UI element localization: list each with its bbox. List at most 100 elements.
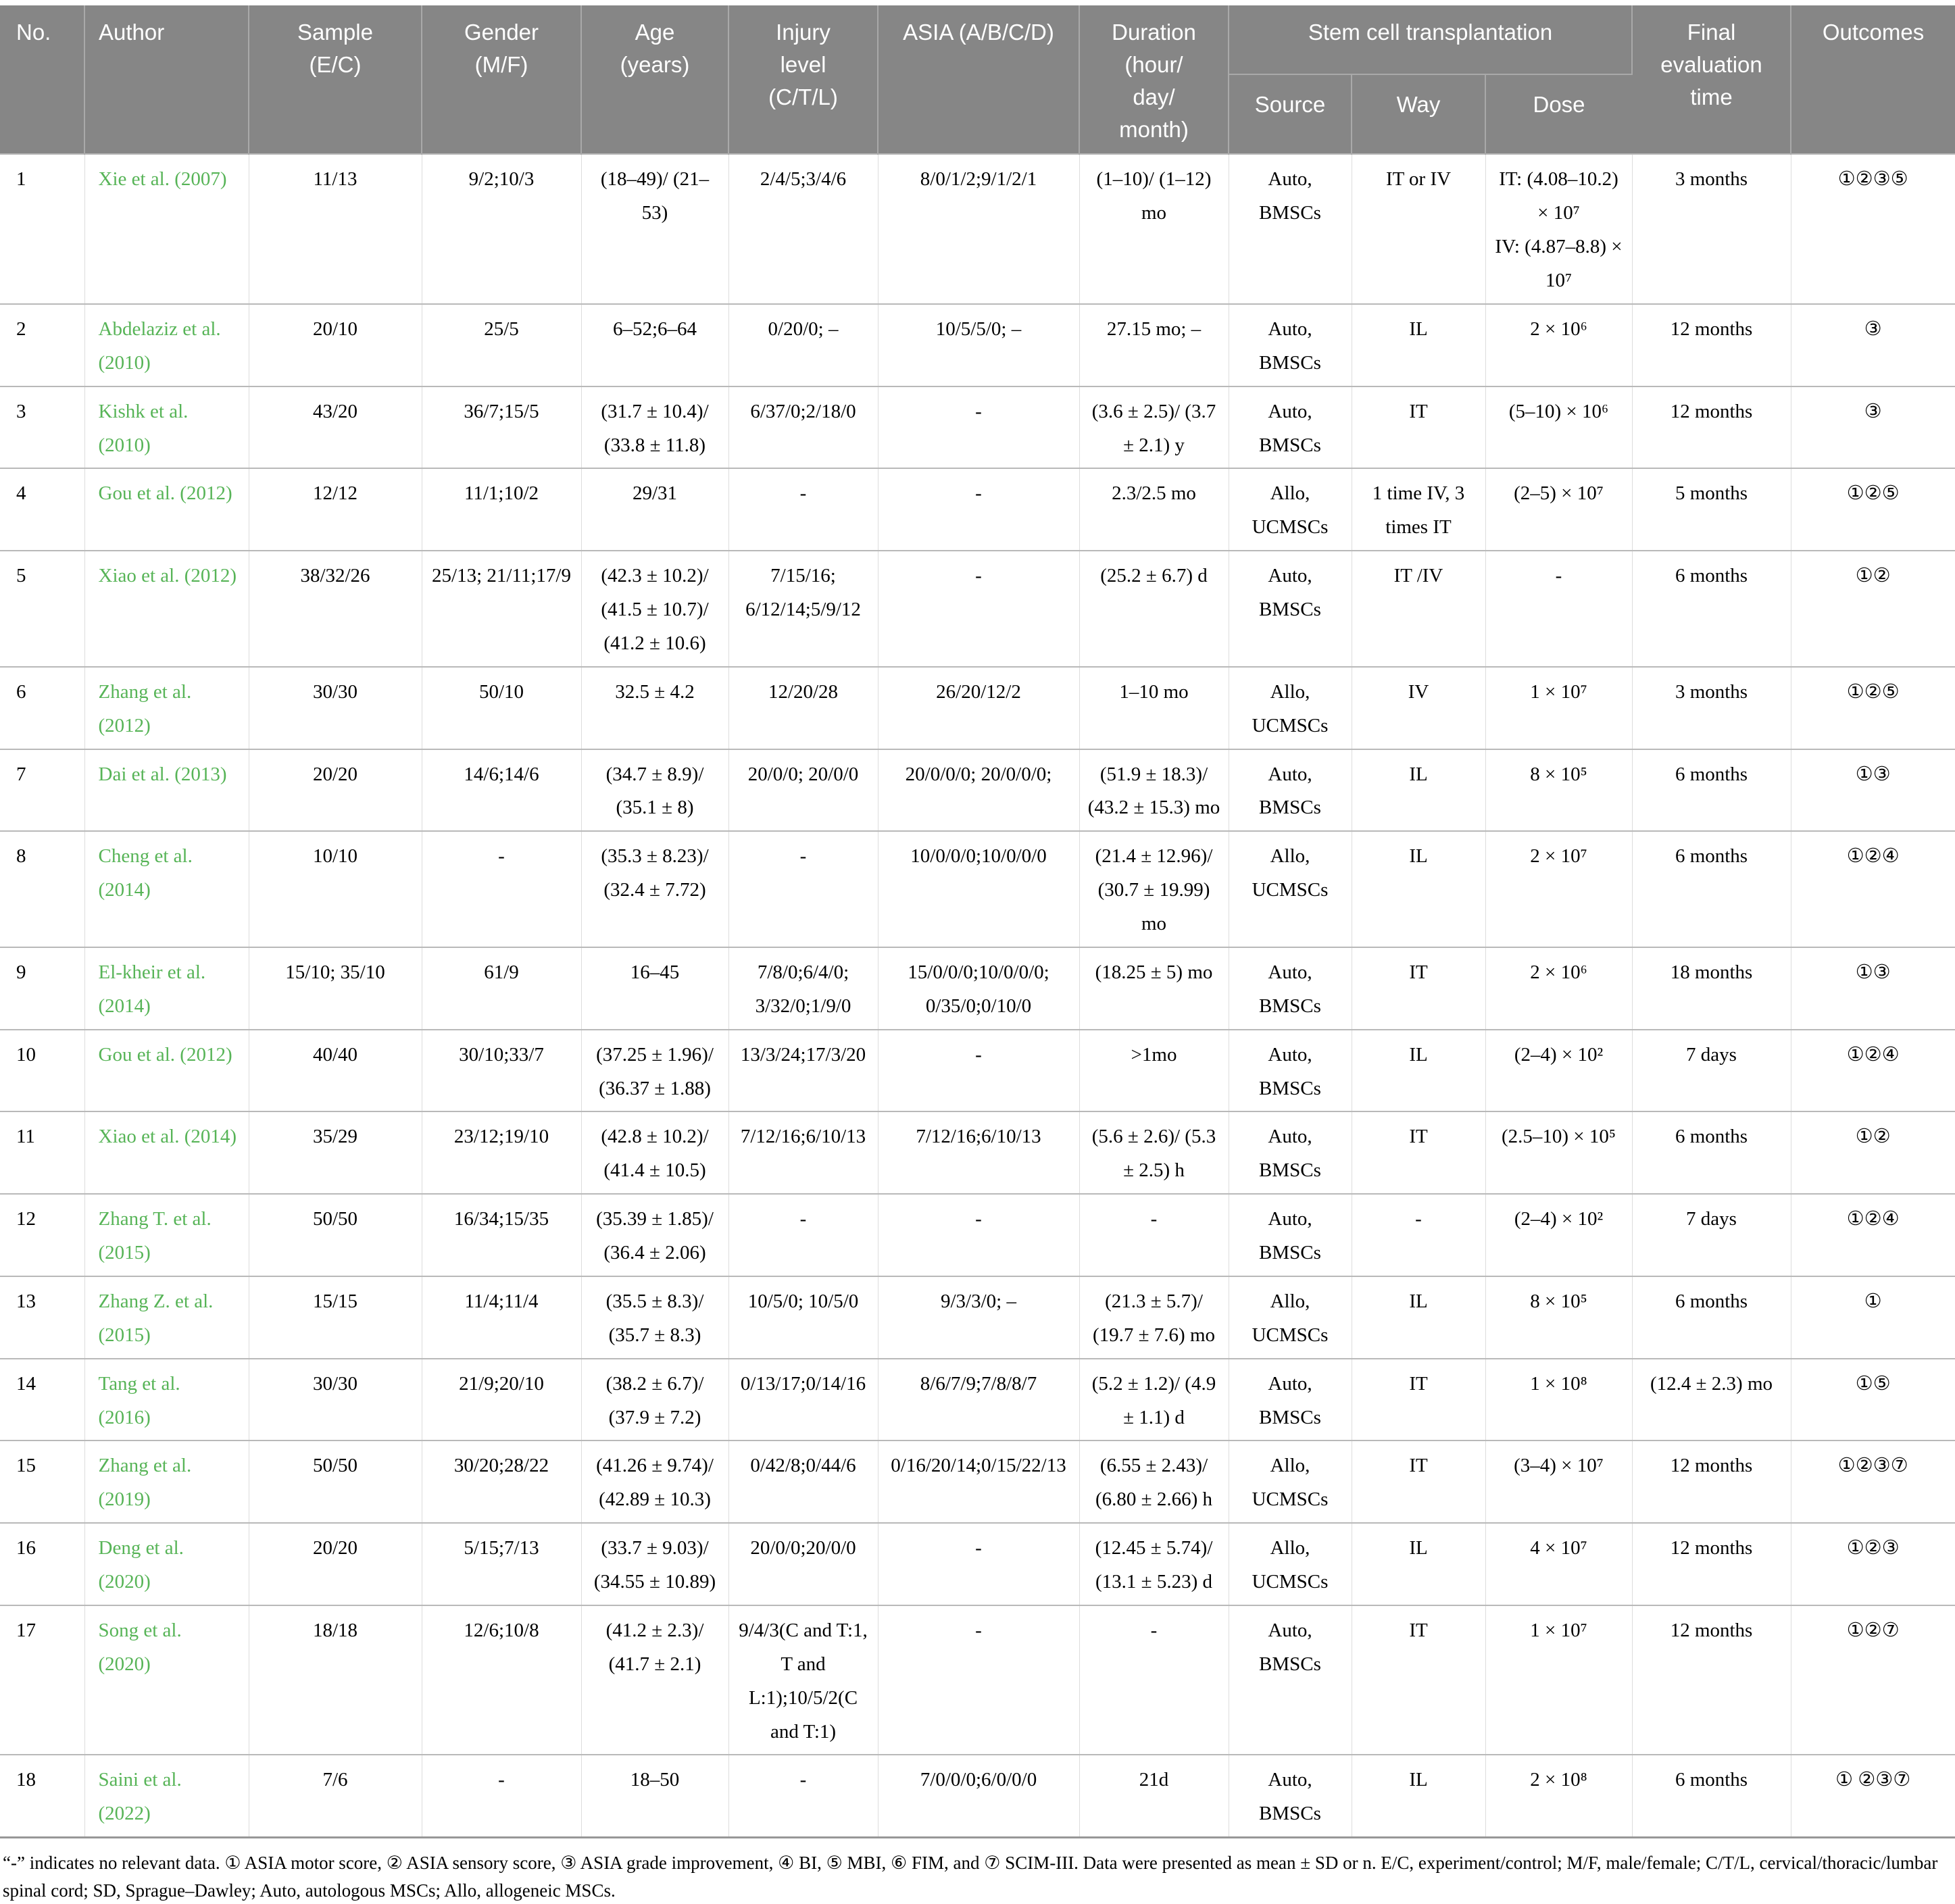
author-citation-link[interactable]: Tang et al. (2016) xyxy=(98,1372,180,1428)
cell-way: IT or IV xyxy=(1352,153,1486,304)
author-citation-link[interactable]: Gou et al. (2012) xyxy=(98,1043,232,1066)
cell-source: Auto, BMSCs xyxy=(1229,1028,1352,1112)
table-row: 10 Gou et al. (2012) 40/40 30/10;33/7 (37.25… xyxy=(0,1028,1955,1112)
col-header-asia: ASIA (A/B/C/D) xyxy=(878,5,1080,155)
cell-injury-level: 20/0/0;20/0/0 xyxy=(728,1522,878,1605)
cell-injury-level: - xyxy=(728,1754,878,1839)
cell-final-evaluation-time: (12.4 ± 2.3) mo xyxy=(1632,1357,1791,1441)
cell-duration: (25.2 ± 6.7) d xyxy=(1079,550,1229,667)
table-row: 3 Kishk et al. (2010) 43/20 36/7;15/5 (31.7 … xyxy=(0,385,1955,469)
author-citation-link[interactable]: Xiao et al. (2012) xyxy=(98,565,237,587)
cell-way: IT /IV xyxy=(1352,550,1486,667)
cell-gender: 21/9;20/10 xyxy=(422,1357,582,1441)
cell-final-evaluation-time: 6 months xyxy=(1632,830,1791,947)
cell-author: Gou et al. (2012) xyxy=(84,468,249,551)
cell-outcomes: ③ xyxy=(1791,303,1955,386)
cell-way: 1 time IV, 3 times IT xyxy=(1352,468,1486,551)
cell-final-evaluation-time: 12 months xyxy=(1632,1522,1791,1605)
cell-duration: (21.4 ± 12.96)/ (30.7 ± 19.99) mo xyxy=(1079,830,1229,947)
cell-final-evaluation-time: 12 months xyxy=(1632,303,1791,386)
author-citation-link[interactable]: Song et al. (2020) xyxy=(98,1619,182,1675)
cell-gender: 30/20;28/22 xyxy=(422,1440,582,1524)
cell-no: 10 xyxy=(0,1028,85,1112)
author-citation-link[interactable]: Abdelaziz et al. (2010) xyxy=(98,318,221,374)
cell-gender: 12/6;10/8 xyxy=(422,1604,582,1755)
author-citation-link[interactable]: Dai et al. (2013) xyxy=(98,763,227,785)
author-citation-link[interactable]: Kishk et al. (2010) xyxy=(98,400,189,456)
author-citation-link[interactable]: Xie et al. (2007) xyxy=(98,168,227,191)
cell-source: Allo, UCMSCs xyxy=(1229,1275,1352,1359)
cell-sample: 11/13 xyxy=(249,153,422,304)
cell-injury-level: 12/20/28 xyxy=(728,666,878,749)
table-row: 11 Xiao et al. (2014) 35/29 23/12;19/10 (42.… xyxy=(0,1111,1955,1195)
cell-sample: 30/30 xyxy=(249,1357,422,1441)
cell-outcomes: ③ xyxy=(1791,385,1955,469)
author-citation-link[interactable]: Cheng et al. (2014) xyxy=(98,845,193,901)
cell-age: 29/31 xyxy=(581,468,729,551)
cell-final-evaluation-time: 3 months xyxy=(1632,666,1791,749)
cell-no: 12 xyxy=(0,1193,85,1276)
author-citation-link[interactable]: Zhang Z. et al. (2015) xyxy=(98,1290,214,1346)
cell-way: IL xyxy=(1352,1754,1486,1839)
cell-source: Auto, BMSCs xyxy=(1229,1754,1352,1839)
cell-dose: 2 × 10⁸ xyxy=(1485,1754,1633,1839)
cell-source: Auto, BMSCs xyxy=(1229,1604,1352,1755)
cell-source: Auto, BMSCs xyxy=(1229,153,1352,304)
author-citation-link[interactable]: Xiao et al. (2014) xyxy=(98,1126,237,1148)
cell-final-evaluation-time: 18 months xyxy=(1632,946,1791,1030)
author-citation-link[interactable]: Saini et al. (2022) xyxy=(98,1769,182,1825)
table-footnote: “-” indicates no relevant data. ① ASIA m… xyxy=(3,1853,1938,1901)
cell-asia: - xyxy=(878,1193,1080,1276)
col-header-author: Author xyxy=(84,5,249,155)
cell-asia: - xyxy=(878,1028,1080,1112)
cell-final-evaluation-time: 6 months xyxy=(1632,1754,1791,1839)
cell-gender: 5/15;7/13 xyxy=(422,1522,582,1605)
table-row: 6 Zhang et al. (2012) 30/30 50/10 32.5 ± 4.2… xyxy=(0,666,1955,749)
cell-injury-level: 10/5/0; 10/5/0 xyxy=(728,1275,878,1359)
table-row: 18 Saini et al. (2022) 7/6-18–50-7/0/0/0;6… xyxy=(0,1754,1955,1839)
cell-dose: 4 × 10⁷ xyxy=(1485,1522,1633,1605)
cell-outcomes: ①③ xyxy=(1791,748,1955,832)
cell-source: Allo, UCMSCs xyxy=(1229,1440,1352,1524)
cell-author: Kishk et al. (2010) xyxy=(84,385,249,469)
cell-age: (37.25 ± 1.96)/ (36.37 ± 1.88) xyxy=(581,1028,729,1112)
cell-outcomes: ① ②③⑦ xyxy=(1791,1754,1955,1839)
cell-no: 16 xyxy=(0,1522,85,1605)
cell-dose: 8 × 10⁵ xyxy=(1485,1275,1633,1359)
cell-no: 7 xyxy=(0,748,85,832)
cell-no: 11 xyxy=(0,1111,85,1195)
cell-outcomes: ①②③⑤ xyxy=(1791,153,1955,304)
author-citation-link[interactable]: Zhang et al. (2012) xyxy=(98,680,192,736)
author-citation-link[interactable]: Zhang et al. (2019) xyxy=(98,1455,192,1511)
cell-author: Zhang et al. (2012) xyxy=(84,666,249,749)
cell-age: (41.26 ± 9.74)/ (42.89 ± 10.3) xyxy=(581,1440,729,1524)
cell-final-evaluation-time: 6 months xyxy=(1632,748,1791,832)
cell-dose: (3–4) × 10⁷ xyxy=(1485,1440,1633,1524)
author-citation-link[interactable]: Zhang T. et al. (2015) xyxy=(98,1208,212,1263)
cell-gender: 11/1;10/2 xyxy=(422,468,582,551)
cell-gender: 30/10;33/7 xyxy=(422,1028,582,1112)
table-row: 16 Deng et al. (2020) 20/20 5/15;7/13 (33.7 … xyxy=(0,1522,1955,1605)
cell-final-evaluation-time: 7 days xyxy=(1632,1028,1791,1112)
cell-dose: (2.5–10) × 10⁵ xyxy=(1485,1111,1633,1195)
cell-gender: 23/12;19/10 xyxy=(422,1111,582,1195)
cell-injury-level: 9/4/3(C and T:1, T and L:1);10/5/2(C and… xyxy=(728,1604,878,1755)
cell-sample: 50/50 xyxy=(249,1440,422,1524)
author-citation-link[interactable]: Deng et al. (2020) xyxy=(98,1537,184,1593)
cell-gender: 61/9 xyxy=(422,946,582,1030)
cell-injury-level: 0/13/17;0/14/16 xyxy=(728,1357,878,1441)
cell-dose: - xyxy=(1485,550,1633,667)
cell-asia: - xyxy=(878,1522,1080,1605)
cell-gender: 11/4;11/4 xyxy=(422,1275,582,1359)
cell-asia: 10/0/0/0;10/0/0/0 xyxy=(878,830,1080,947)
cell-way: IT xyxy=(1352,1357,1486,1441)
author-citation-link[interactable]: Gou et al. (2012) xyxy=(98,482,232,505)
cell-author: Dai et al. (2013) xyxy=(84,748,249,832)
cell-outcomes: ①③ xyxy=(1791,946,1955,1030)
author-citation-link[interactable]: El-kheir et al. (2014) xyxy=(98,961,206,1017)
cell-age: (42.3 ± 10.2)/ (41.5 ± 10.7)/ (41.2 ± 10… xyxy=(581,550,729,667)
cell-sample: 50/50 xyxy=(249,1193,422,1276)
cell-dose: (2–4) × 10² xyxy=(1485,1028,1633,1112)
cell-duration: 2.3/2.5 mo xyxy=(1079,468,1229,551)
col-header-final-evaluation-time: Final evaluation time xyxy=(1632,5,1792,155)
